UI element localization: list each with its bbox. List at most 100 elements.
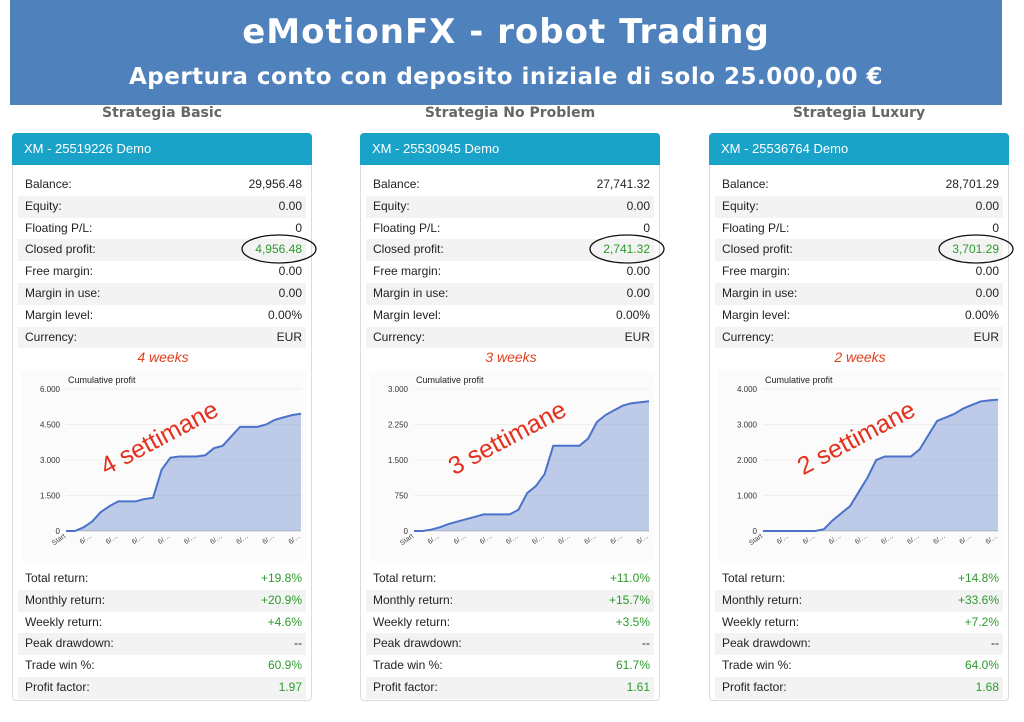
y-tick-label: 0 xyxy=(404,527,409,536)
strategy-label: Strategia No Problem xyxy=(424,105,596,121)
return-value: +7.2% xyxy=(964,614,999,629)
account-header: XM - 25519226 Demo xyxy=(12,133,312,165)
return-row: Weekly return: +4.6% xyxy=(18,612,306,634)
return-row: Profit factor: 1.68 xyxy=(715,677,1003,699)
stat-label: Margin in use: xyxy=(722,286,798,300)
stat-value: 0.00% xyxy=(964,307,999,322)
return-value: 1.68 xyxy=(975,680,999,694)
return-value: 1.97 xyxy=(278,680,302,694)
x-tick-label: 6/… xyxy=(854,533,869,546)
stat-row: Margin level: 0.00% xyxy=(715,305,1003,327)
chart-title: Cumulative profit xyxy=(765,375,833,385)
x-tick-label: 6/… xyxy=(776,533,791,546)
return-value: +33.6% xyxy=(957,592,999,607)
return-value: +15.7% xyxy=(608,592,650,607)
stat-value: 0.00 xyxy=(975,198,999,213)
stat-label: Free margin: xyxy=(373,264,442,279)
title: eMotionFX - robot Trading xyxy=(242,12,770,52)
x-tick-label: 6/… xyxy=(636,533,651,546)
x-tick-label: 6/… xyxy=(985,533,1000,546)
stat-row: Floating P/L: 0 xyxy=(18,218,306,240)
return-label: Profit factor: xyxy=(373,680,438,694)
profit-line xyxy=(414,400,650,532)
stat-label: Closed profit: xyxy=(25,242,96,257)
return-row: Total return: +14.8% xyxy=(715,568,1003,590)
chart: Cumulative profit 0 1.500 3.000 4.500 6.000 St… xyxy=(21,371,307,561)
stat-label: Balance: xyxy=(373,177,420,191)
y-tick-label: 4.500 xyxy=(40,421,61,430)
return-row: Trade win %: 61.7% xyxy=(366,655,654,677)
stat-row: Equity: 0.00 xyxy=(366,195,654,218)
return-label: Profit factor: xyxy=(722,680,787,694)
x-tick-label: 6/… xyxy=(427,533,442,546)
y-tick-label: 1.500 xyxy=(40,492,61,501)
return-value: +19.8% xyxy=(260,571,302,585)
return-label: Peak drawdown: xyxy=(373,636,462,651)
x-tick-label: 6/… xyxy=(209,533,224,546)
stat-value: EUR xyxy=(973,329,999,344)
period-label: 4 weeks xyxy=(137,349,189,365)
return-row: Peak drawdown: -- xyxy=(715,633,1003,656)
area-fill xyxy=(414,401,649,531)
ellipse xyxy=(938,234,1014,264)
return-label: Weekly return: xyxy=(373,614,451,629)
stat-label: Margin in use: xyxy=(373,286,449,300)
stat-value: 29,956.48 xyxy=(248,177,302,191)
profit-line xyxy=(66,412,302,532)
chart: Cumulative profit 0 1.000 2.000 3.000 4.000 St… xyxy=(718,371,1004,561)
return-label: Monthly return: xyxy=(373,592,454,607)
stat-label: Free margin: xyxy=(722,264,791,279)
x-tick-label: 6/… xyxy=(262,533,277,546)
stat-row: Closed profit: 4,956.48 xyxy=(18,239,306,262)
return-row: Total return: +11.0% xyxy=(366,568,654,590)
y-tick-label: 2.250 xyxy=(388,421,409,430)
x-tick-label: 6/… xyxy=(802,533,817,546)
y-tick-label: 0 xyxy=(56,527,61,536)
return-row: Profit factor: 1.61 xyxy=(366,677,654,699)
x-tick-label: Start xyxy=(748,533,764,547)
return-value: -- xyxy=(294,636,302,651)
ellipse xyxy=(241,234,317,264)
x-tick-label: 6/… xyxy=(531,533,546,546)
stat-row: Margin in use: 0.00 xyxy=(366,283,654,305)
stat-label: Currency: xyxy=(722,329,775,344)
period-label: 3 weeks xyxy=(485,349,537,365)
highlight-ellipse xyxy=(241,234,317,264)
stat-row: Floating P/L: 0 xyxy=(715,218,1003,240)
stat-value: 0.00 xyxy=(278,286,302,300)
y-tick-label: 1.000 xyxy=(737,492,758,501)
stat-row: Equity: 0.00 xyxy=(18,195,306,218)
y-tick-label: 6.000 xyxy=(40,385,61,394)
stat-label: Balance: xyxy=(722,177,769,191)
return-label: Profit factor: xyxy=(25,680,90,694)
x-tick-label: 6/… xyxy=(959,533,974,546)
account-header: XM - 25536764 Demo xyxy=(709,133,1009,165)
return-row: Total return: +19.8% xyxy=(18,568,306,590)
stat-row: Free margin: 0.00 xyxy=(715,261,1003,283)
chart-title: Cumulative profit xyxy=(416,375,484,385)
stat-row: Currency: EUR xyxy=(18,326,306,349)
stat-label: Free margin: xyxy=(25,264,94,279)
x-tick-label: 6/… xyxy=(183,533,198,546)
return-value: 1.61 xyxy=(626,680,650,694)
return-value: -- xyxy=(991,636,999,651)
stat-label: Floating P/L: xyxy=(25,220,93,235)
x-tick-label: 6/… xyxy=(906,533,921,546)
return-value: 64.0% xyxy=(964,658,999,673)
x-tick-label: 6/… xyxy=(557,533,572,546)
stat-row: Free margin: 0.00 xyxy=(366,261,654,283)
x-tick-label: 6/… xyxy=(453,533,468,546)
return-value: +4.6% xyxy=(267,614,302,629)
period-label: 2 weeks xyxy=(834,349,886,365)
return-label: Peak drawdown: xyxy=(25,636,114,651)
stat-value: 0.00 xyxy=(975,286,999,300)
x-tick-label: 6/… xyxy=(479,533,494,546)
x-tick-label: Start xyxy=(399,533,415,547)
return-value: 61.7% xyxy=(615,658,650,673)
stat-row: Currency: EUR xyxy=(715,326,1003,349)
return-row: Monthly return: +20.9% xyxy=(18,589,306,612)
stat-value: 28,701.29 xyxy=(945,177,999,191)
chart: Cumulative profit 0 750 1.500 2.250 3.000 Star… xyxy=(369,371,655,561)
x-tick-label: Start xyxy=(51,533,67,547)
